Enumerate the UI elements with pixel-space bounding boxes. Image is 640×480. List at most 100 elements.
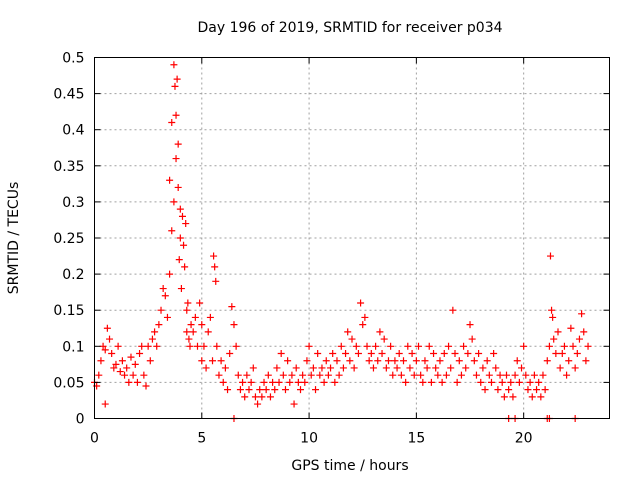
data-point bbox=[266, 393, 274, 401]
chart-title: Day 196 of 2019, SRMTID for receiver p03… bbox=[197, 20, 502, 36]
data-point bbox=[168, 118, 176, 126]
data-point bbox=[466, 321, 474, 329]
data-point bbox=[236, 386, 244, 394]
data-point bbox=[224, 386, 232, 394]
data-point bbox=[175, 256, 183, 264]
data-point bbox=[369, 364, 377, 372]
data-point bbox=[367, 350, 375, 358]
data-point bbox=[331, 378, 339, 386]
data-point bbox=[185, 335, 193, 343]
data-point bbox=[260, 378, 268, 386]
data-point bbox=[455, 357, 463, 365]
data-point bbox=[427, 378, 435, 386]
data-point bbox=[123, 364, 131, 372]
data-point bbox=[202, 364, 210, 372]
data-point bbox=[357, 299, 365, 307]
data-point bbox=[170, 61, 178, 69]
data-point bbox=[198, 357, 206, 365]
data-point bbox=[312, 386, 320, 394]
data-point bbox=[314, 350, 322, 358]
data-point bbox=[176, 205, 184, 213]
data-point bbox=[163, 313, 171, 321]
data-point bbox=[103, 324, 111, 332]
data-point bbox=[447, 364, 455, 372]
data-point bbox=[492, 364, 500, 372]
data-point bbox=[290, 400, 298, 408]
data-point bbox=[159, 285, 167, 293]
data-point bbox=[256, 386, 264, 394]
data-point bbox=[204, 328, 212, 336]
y-tick-label: 0.05 bbox=[53, 375, 84, 391]
data-point bbox=[138, 342, 146, 350]
data-point bbox=[419, 378, 427, 386]
y-tick-label: 0.35 bbox=[53, 159, 84, 175]
data-point bbox=[442, 371, 450, 379]
data-point bbox=[215, 371, 223, 379]
data-point bbox=[221, 364, 229, 372]
data-point bbox=[277, 350, 285, 358]
data-point bbox=[509, 393, 517, 401]
data-point bbox=[116, 368, 124, 376]
data-point bbox=[97, 357, 105, 365]
data-point bbox=[434, 371, 442, 379]
data-point bbox=[335, 371, 343, 379]
data-point bbox=[333, 357, 341, 365]
data-point bbox=[445, 342, 453, 350]
data-point bbox=[400, 357, 407, 365]
data-point bbox=[305, 342, 313, 350]
data-point bbox=[507, 378, 515, 386]
data-point bbox=[584, 342, 592, 350]
data-point bbox=[110, 364, 118, 372]
data-point bbox=[545, 342, 553, 350]
data-point bbox=[327, 364, 335, 372]
data-point bbox=[475, 350, 483, 358]
data-point bbox=[449, 306, 457, 314]
data-point bbox=[352, 342, 360, 350]
data-point bbox=[468, 335, 476, 343]
data-point bbox=[243, 371, 251, 379]
data-point bbox=[337, 342, 345, 350]
data-point bbox=[560, 342, 568, 350]
data-point bbox=[477, 378, 485, 386]
data-point bbox=[344, 328, 352, 336]
data-point bbox=[172, 155, 180, 163]
data-point bbox=[155, 321, 163, 329]
data-point bbox=[425, 342, 433, 350]
data-point bbox=[457, 371, 465, 379]
data-point bbox=[258, 393, 266, 401]
y-tick-label: 0.1 bbox=[62, 339, 84, 355]
data-point bbox=[157, 306, 165, 314]
data-point bbox=[432, 364, 440, 372]
data-point bbox=[580, 328, 588, 336]
data-point bbox=[219, 378, 227, 386]
data-point bbox=[575, 335, 583, 343]
data-point bbox=[496, 371, 504, 379]
data-point bbox=[247, 378, 255, 386]
data-point bbox=[549, 313, 557, 321]
data-point bbox=[342, 350, 350, 358]
data-point bbox=[511, 371, 519, 379]
data-point bbox=[121, 371, 129, 379]
data-point bbox=[487, 378, 495, 386]
x-tick-label: 5 bbox=[197, 431, 206, 447]
data-point bbox=[556, 364, 564, 372]
axis-ticks: 0 5 10 15 20 0 0.05 0.1 0.15 0.2 0.25 0.3 0.35 0.4 0.4… bbox=[53, 51, 610, 447]
data-point bbox=[239, 378, 247, 386]
data-point bbox=[483, 357, 491, 365]
data-point bbox=[125, 378, 133, 386]
data-point bbox=[391, 357, 399, 365]
data-point bbox=[363, 342, 371, 350]
y-axis-label: SRMTID / TECUs bbox=[6, 182, 22, 295]
data-point bbox=[453, 378, 461, 386]
data-point bbox=[142, 382, 150, 390]
data-point bbox=[217, 357, 225, 365]
data-point bbox=[284, 357, 292, 365]
data-point bbox=[406, 364, 414, 372]
x-tick-label: 20 bbox=[515, 431, 533, 447]
data-point bbox=[273, 364, 281, 372]
data-point bbox=[184, 299, 192, 307]
data-point bbox=[438, 378, 446, 386]
data-point bbox=[554, 328, 562, 336]
data-point bbox=[578, 310, 586, 318]
data-point bbox=[359, 321, 367, 329]
